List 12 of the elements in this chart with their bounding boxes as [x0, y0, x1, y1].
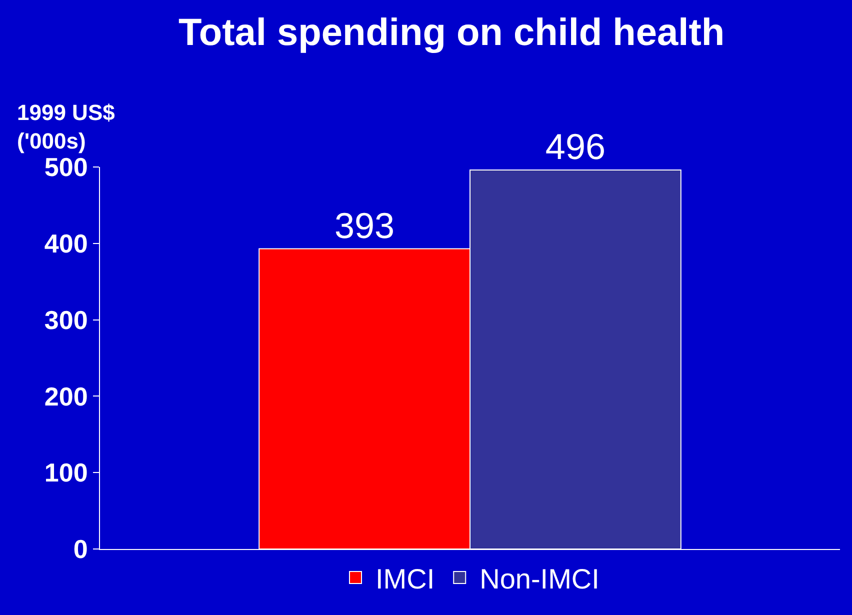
y-tick-label: 200	[44, 381, 88, 412]
chart-title: Total spending on child health	[178, 12, 725, 54]
y-tick-label: 400	[44, 228, 88, 258]
legend-label: Non-IMCI	[480, 563, 600, 594]
y-axis-title: 1999 US$ ('000s)	[17, 100, 115, 154]
data-label: 393	[334, 204, 395, 246]
y-tick-label: 100	[44, 458, 88, 488]
y-tick-label: 500	[44, 152, 88, 182]
y-tick-label: 0	[73, 534, 88, 564]
data-label: 496	[545, 126, 606, 168]
y-tick-label: 300	[44, 304, 88, 335]
legend-label: IMCI	[376, 563, 435, 594]
